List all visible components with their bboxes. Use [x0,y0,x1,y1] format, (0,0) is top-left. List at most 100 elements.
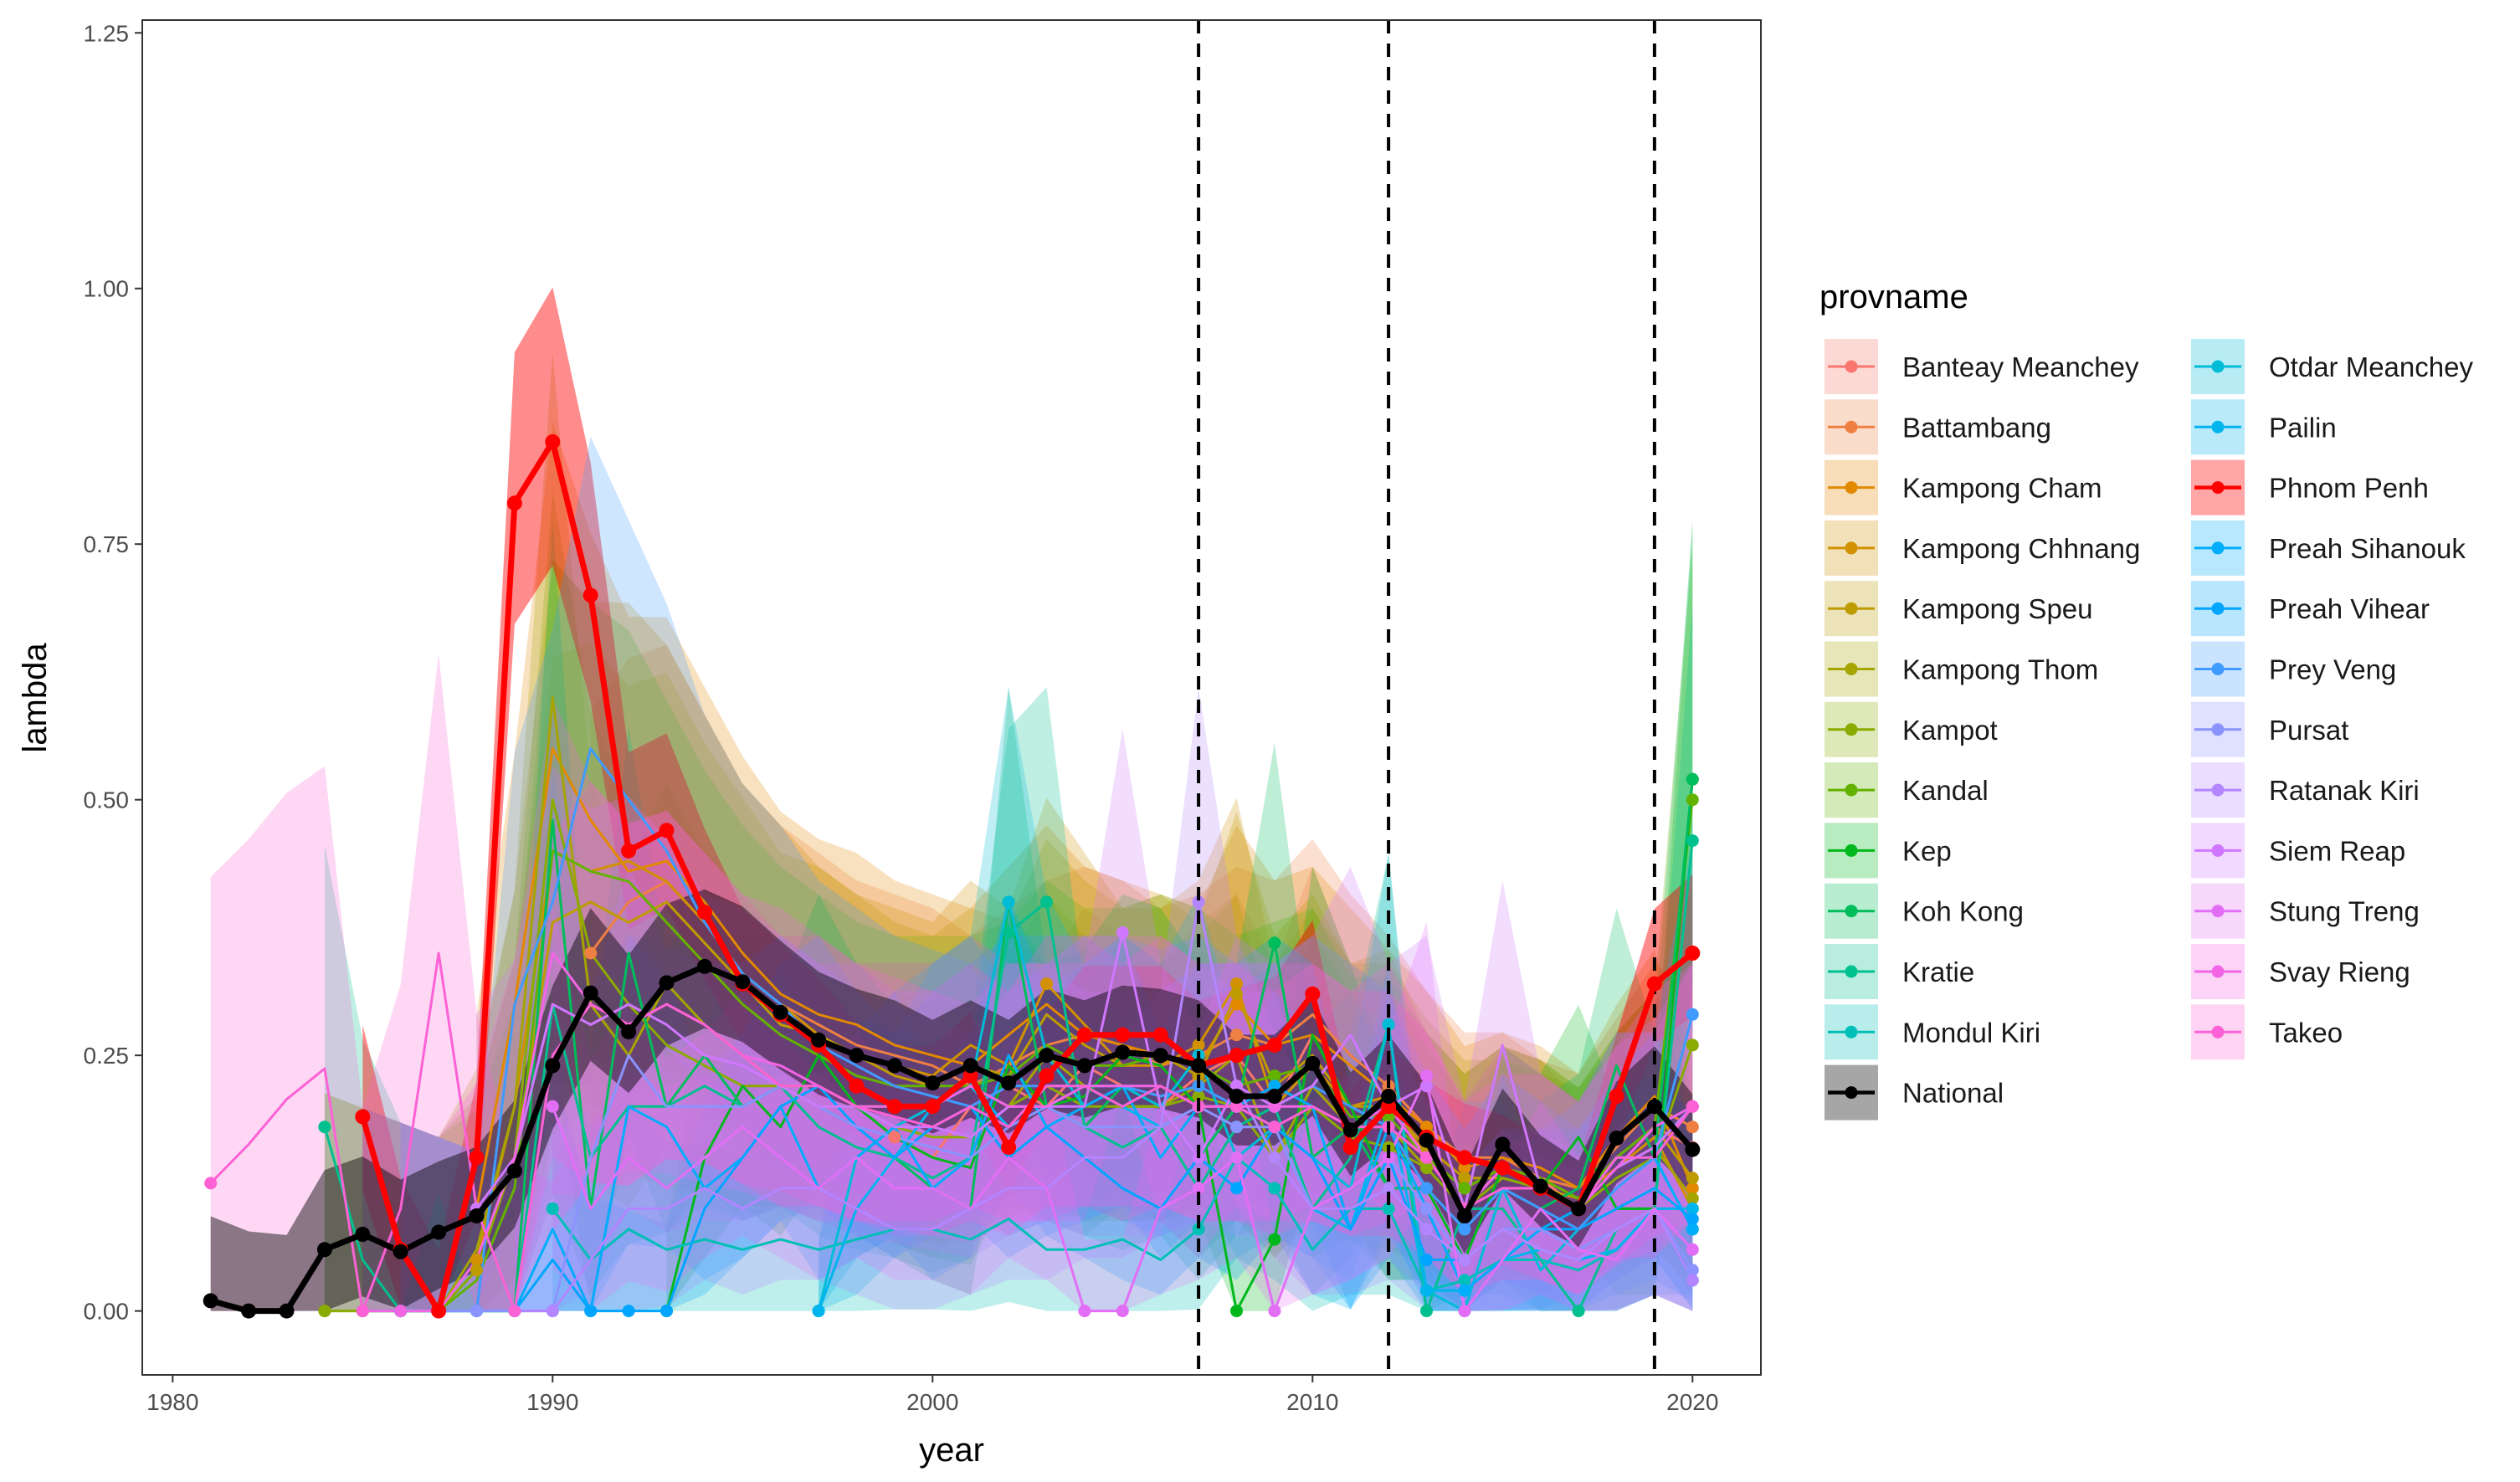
point-siem-reap [1230,1079,1243,1093]
legend-label-otdar-meanchey: Otdar Meanchey [2269,351,2473,382]
point-national [1305,1055,1321,1071]
y-tick-label: 0.25 [84,1043,130,1069]
legend-key-point [1845,844,1858,857]
point-takeo [1268,1120,1281,1134]
point-national [279,1303,295,1319]
legend-key-point [1845,723,1858,736]
legend-item-mondul-kiri: Mondul Kiri [1825,1004,2040,1060]
legend-key-point [1845,905,1858,918]
y-tick-label: 0.75 [84,531,130,557]
point-national [583,985,598,1001]
point-otdar-meanchey [1382,1018,1395,1031]
legend-item-preah-sihanouk: Preah Sihanouk [2191,520,2466,576]
point-ratanak-kiri [1268,1151,1281,1164]
point-mondul-kiri [1382,1202,1395,1215]
legend-item-svay-rieng: Svay Rieng [2191,944,2410,999]
point-national [696,958,712,974]
legend: Banteay Meanchey Battambang Kampong Cham Ka… [1825,339,2473,1120]
legend-key-point [2211,602,2225,615]
point-ratanak-kiri [1458,1254,1471,1266]
point-national [1342,1122,1358,1138]
point-kampong-cham [1458,1161,1471,1175]
point-national [772,1004,788,1020]
point-ratanak-kiri [546,1305,559,1318]
point-kampot [1420,1161,1433,1175]
point-phnom-penh [583,587,598,603]
legend-item-kampot: Kampot [1825,701,1998,757]
point-national [1229,1089,1245,1104]
point-kampong-speu [1458,1172,1471,1185]
point-national [925,1075,941,1091]
legend-label-kampot: Kampot [1902,715,1998,746]
point-phnom-penh [696,905,712,920]
point-national [1609,1131,1624,1146]
legend-label-kampong-chhnang: Kampong Chhnang [1902,533,2140,564]
legend-key-point [2211,905,2225,918]
legend-item-kep: Kep [1825,823,1952,879]
line-prey-veng [362,747,1694,1313]
point-takeo [1420,1151,1433,1164]
point-pailin [1686,1202,1699,1215]
point-battambang [584,946,598,960]
point-kratie [318,1120,331,1134]
legend-label-national: National [1902,1078,2004,1109]
band-prey-veng [362,436,1693,1311]
legend-item-kandal: Kandal [1825,762,1989,818]
point-phnom-penh [1115,1027,1131,1043]
legend-label-pailin: Pailin [2269,412,2337,443]
y-axis-title: lambda [17,643,54,753]
point-national [1381,1089,1397,1104]
point-pursat [1686,1264,1699,1277]
point-phnom-penh [1266,1037,1282,1053]
point-pursat [1230,1120,1243,1134]
legend-label-kampong-thom: Kampong Thom [1902,654,2098,685]
point-banteay-meanchey [888,1131,901,1144]
point-stung-treng [1116,1305,1129,1318]
point-koh-kong [1268,936,1281,950]
band-battambang [590,644,1693,1280]
point-mondul-kiri [1192,1223,1205,1236]
reference-lines [1197,20,1656,1375]
legend-key-point [1845,420,1858,433]
point-phnom-penh [849,1078,865,1094]
legend-key-point [2211,663,2225,675]
point-national [1532,1178,1548,1194]
legend-label-siem-reap: Siem Reap [2269,835,2405,866]
legend-item-pursat: Pursat [2191,701,2348,757]
band-otdar-meanchey [819,687,1693,1311]
point-ratanak-kiri [1192,895,1205,909]
point-national [1495,1136,1511,1152]
point-prey-veng [1686,1008,1699,1021]
plot-panel-border [141,19,1762,1376]
legend-item-siem-reap: Siem Reap [2191,823,2405,879]
point-national [1571,1201,1587,1217]
point-kandal [1458,1182,1471,1195]
legend-key-point [2211,723,2225,736]
point-kampong-chhnang [1040,977,1053,991]
point-national [1419,1132,1435,1148]
point-takeo [1230,1100,1243,1113]
point-national [241,1303,257,1319]
y-tick-label: 1.25 [84,20,130,46]
point-ratanak-kiri [1420,1223,1433,1236]
legend-key-point [2211,1025,2225,1038]
legend-label-mondul-kiri: Mondul Kiri [1902,1017,2040,1048]
point-kep [1230,1305,1243,1318]
point-national [1266,1089,1282,1104]
point-mondul-kiri [546,1202,559,1215]
point-battambang [1686,1120,1699,1134]
point-ratanak-kiri [1382,1182,1395,1195]
point-national [1039,1048,1055,1064]
legend-item-preah-vihear: Preah Vihear [2191,581,2430,637]
point-preah-sihanouk [1268,1079,1281,1093]
point-national [316,1242,332,1258]
point-phnom-penh [1152,1027,1168,1043]
point-national [1646,1099,1662,1115]
point-national [1115,1044,1131,1060]
legend-key-point [2211,420,2225,433]
legend-item-kampong-chhnang: Kampong Chhnang [1825,520,2140,576]
legend-item-otdar-meanchey: Otdar Meanchey [2191,339,2473,394]
legend-key-point [1845,965,1858,978]
